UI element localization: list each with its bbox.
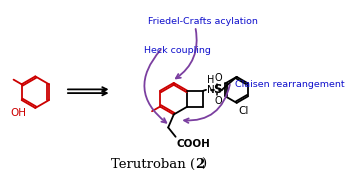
Text: Heck coupling: Heck coupling	[144, 46, 211, 55]
Text: 2: 2	[195, 158, 204, 171]
Text: N: N	[207, 85, 215, 95]
Text: OH: OH	[10, 108, 26, 118]
Text: O: O	[214, 73, 222, 83]
Text: Claisen rearrangement: Claisen rearrangement	[235, 80, 345, 89]
Text: Cl: Cl	[239, 106, 249, 116]
Text: S: S	[213, 83, 221, 96]
Text: Friedel-Crafts acylation: Friedel-Crafts acylation	[148, 17, 257, 26]
Text: COOH: COOH	[177, 139, 210, 149]
Text: Terutroban (: Terutroban (	[111, 158, 195, 171]
Text: H: H	[207, 75, 214, 85]
Text: ): )	[201, 158, 206, 171]
Text: O: O	[214, 96, 222, 106]
